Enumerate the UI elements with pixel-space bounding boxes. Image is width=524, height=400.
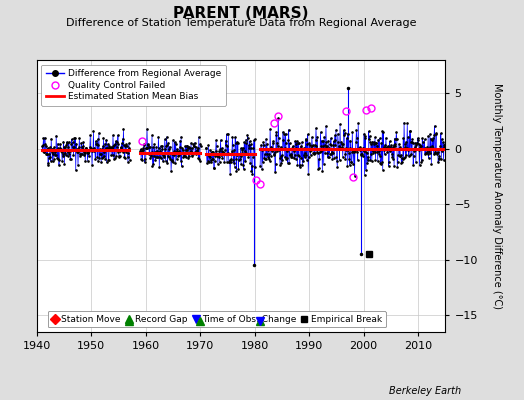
Text: Berkeley Earth: Berkeley Earth <box>389 386 461 396</box>
Text: Difference of Station Temperature Data from Regional Average: Difference of Station Temperature Data f… <box>66 18 416 28</box>
Y-axis label: Monthly Temperature Anomaly Difference (°C): Monthly Temperature Anomaly Difference (… <box>492 83 501 309</box>
Legend: Station Move, Record Gap, Time of Obs. Change, Empirical Break: Station Move, Record Gap, Time of Obs. C… <box>48 311 386 328</box>
Text: PARENT (MARS): PARENT (MARS) <box>173 6 309 21</box>
